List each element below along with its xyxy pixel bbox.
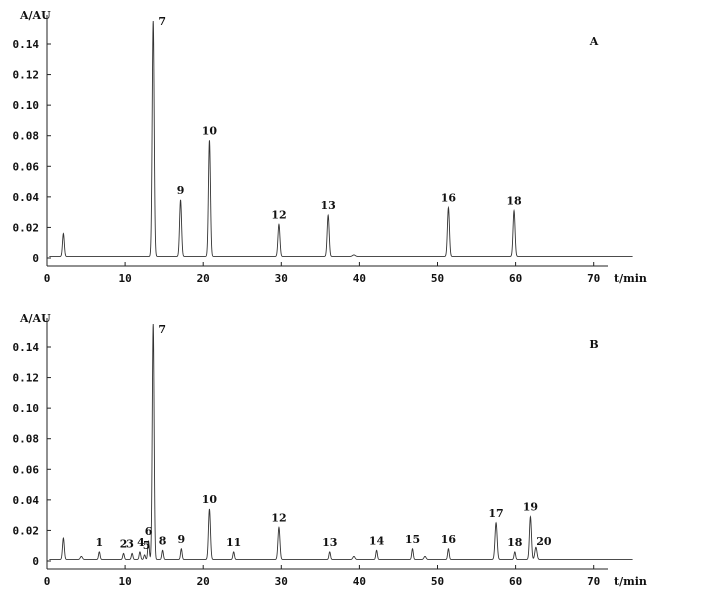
peak-label: 14 bbox=[369, 534, 385, 547]
x-tick-label: 30 bbox=[275, 575, 288, 588]
peak-label: 18 bbox=[507, 536, 523, 549]
x-tick-label: 10 bbox=[118, 575, 131, 588]
peak-label: 9 bbox=[177, 184, 185, 197]
y-tick-label: 0.12 bbox=[13, 69, 40, 82]
peak-label: 5 bbox=[143, 539, 151, 552]
y-tick-label: 0.10 bbox=[13, 402, 40, 415]
x-tick-label: 70 bbox=[587, 575, 600, 588]
chromatogram-panel-b: 0 0.02 0.04 0.06 0.08 0.10 0.12 0.14 0 10 20 30 40 50… bbox=[13, 312, 647, 588]
x-tick-label: 0 bbox=[44, 272, 51, 285]
peak-label: 4 bbox=[137, 536, 145, 549]
chromatogram-trace bbox=[49, 21, 633, 257]
x-tick-label: 20 bbox=[197, 272, 210, 285]
y-tick-label: 0.02 bbox=[13, 524, 40, 537]
peak-label: 1 bbox=[95, 536, 103, 549]
y-tick-label: 0 bbox=[32, 252, 39, 265]
y-tick-label: 0.10 bbox=[13, 99, 40, 112]
x-tick-label: 0 bbox=[44, 575, 51, 588]
x-tick-label: 40 bbox=[353, 272, 366, 285]
y-tick-label: 0 bbox=[32, 555, 39, 568]
peak-label: 13 bbox=[322, 536, 337, 549]
x-tick-label: 60 bbox=[509, 575, 522, 588]
peak-label: 3 bbox=[126, 537, 134, 550]
peak-label: 16 bbox=[441, 192, 457, 205]
y-tick-label: 0.06 bbox=[13, 160, 40, 173]
y-tick-label: 0.12 bbox=[13, 372, 40, 385]
peak-label: 17 bbox=[488, 507, 503, 520]
x-tick-label: 60 bbox=[509, 272, 522, 285]
x-tick-label: 40 bbox=[353, 575, 366, 588]
x-tick-label: 50 bbox=[431, 272, 444, 285]
x-axis-title: t/min bbox=[614, 272, 647, 285]
peak-label: 7 bbox=[158, 15, 166, 28]
peak-label: 19 bbox=[523, 501, 538, 514]
x-tick-label: 10 bbox=[118, 272, 131, 285]
peak-label: 11 bbox=[226, 536, 241, 549]
peak-label: 12 bbox=[271, 511, 286, 524]
y-tick-label: 0.14 bbox=[13, 38, 40, 51]
x-tick-label: 20 bbox=[197, 575, 210, 588]
peak-label: 2 bbox=[120, 537, 128, 550]
peak-label: 10 bbox=[202, 124, 218, 137]
x-tick-label: 50 bbox=[431, 575, 444, 588]
chromatogram-panel-a: 0 0.02 0.04 0.06 0.08 0.10 0.12 0.14 0 10 20 30 40 50… bbox=[13, 9, 647, 285]
peak-label: 8 bbox=[159, 534, 167, 547]
peak-label: 6 bbox=[145, 525, 153, 538]
peak-label: 9 bbox=[178, 533, 186, 546]
x-tick-label: 70 bbox=[587, 272, 600, 285]
y-axis-title: A/AU bbox=[19, 9, 51, 22]
x-tick-label: 30 bbox=[275, 272, 288, 285]
peak-label: 20 bbox=[536, 535, 552, 548]
peak-label: 18 bbox=[506, 195, 522, 208]
peak-label: 10 bbox=[202, 493, 218, 506]
peak-label: 15 bbox=[405, 533, 420, 546]
peak-label: 7 bbox=[158, 323, 166, 336]
y-tick-label: 0.04 bbox=[13, 191, 40, 204]
peak-label: 12 bbox=[271, 208, 286, 221]
y-tick-label: 0.06 bbox=[13, 463, 40, 476]
panel-label: B bbox=[589, 338, 598, 351]
y-tick-label: 0.08 bbox=[13, 433, 40, 446]
peak-label: 16 bbox=[441, 533, 457, 546]
y-tick-label: 0.14 bbox=[13, 341, 40, 354]
chromatogram-trace bbox=[49, 324, 633, 560]
x-axis-title: t/min bbox=[614, 575, 647, 588]
panel-label: A bbox=[589, 35, 599, 48]
peak-label: 13 bbox=[321, 199, 336, 212]
y-tick-label: 0.04 bbox=[13, 494, 40, 507]
y-axis-title: A/AU bbox=[19, 312, 51, 325]
y-tick-label: 0.08 bbox=[13, 130, 40, 143]
y-tick-label: 0.02 bbox=[13, 221, 40, 234]
